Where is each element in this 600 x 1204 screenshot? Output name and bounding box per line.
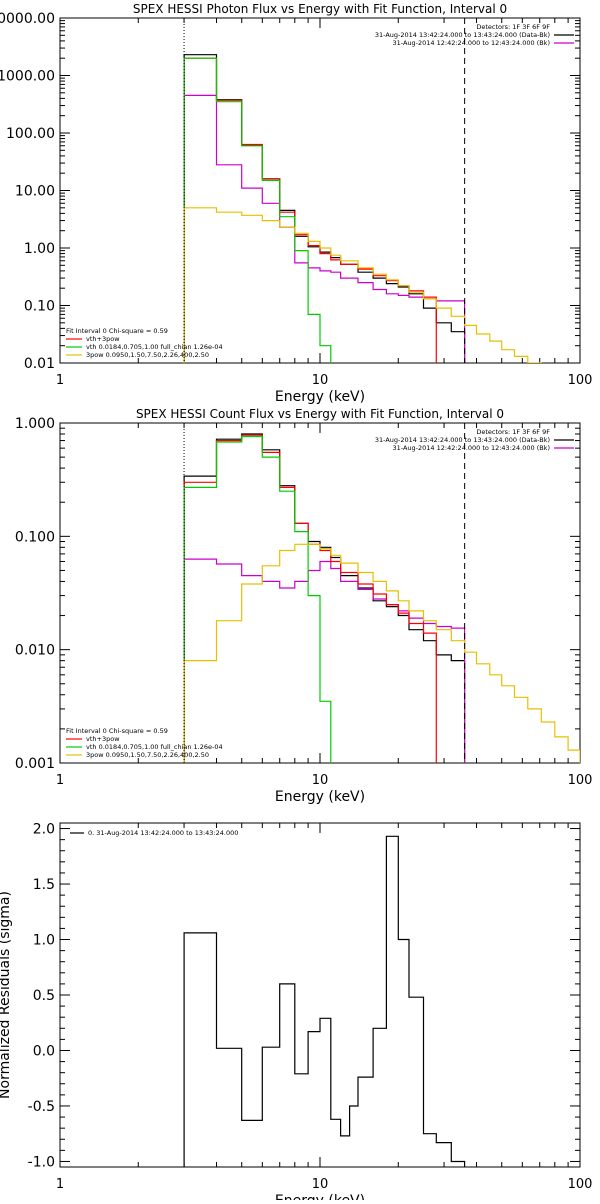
y-tick-label: 0.10 bbox=[24, 299, 55, 315]
x-tick-label: 1 bbox=[56, 373, 64, 388]
x-tick-label: 100 bbox=[568, 373, 593, 388]
y-tick-label: 1.00 bbox=[24, 241, 55, 257]
x-tick-label: 1 bbox=[56, 1177, 64, 1192]
y-axis-label: Normalized Residuals (sigma) bbox=[0, 891, 13, 1099]
y-tick-label: 2.0 bbox=[33, 822, 55, 838]
y-tick-label: 10.00 bbox=[15, 184, 55, 200]
x-tick-label: 10 bbox=[312, 773, 329, 788]
legend-bottom-entry: vth 0.0184,0.705,1.00 full_chian 1.26e-0… bbox=[86, 343, 223, 351]
legend-top-entry: Detectors: 1F 3F 6F 9F bbox=[476, 23, 550, 31]
chart-panel-2: 1 10 100 Energy (keV) 2.0 1.5 1.0 0.5 0.0 -0.5 -1.… bbox=[0, 822, 593, 1204]
x-tick-label: 1 bbox=[56, 773, 64, 788]
axes-frame bbox=[59, 17, 581, 364]
legend-bottom-entry: 3pow 0.0950,1.50,7.50,2.26,400,2.50 bbox=[86, 351, 209, 359]
x-axis-label: Energy (keV) bbox=[275, 1193, 365, 1200]
y-tick-label: -1.0 bbox=[28, 1154, 55, 1170]
legend-top-entry: Detectors: 1F 3F 6F 9F bbox=[476, 428, 550, 436]
series-line-3 bbox=[183, 435, 332, 763]
legend-fit-title: Fit Interval 0 Chi-square = 0.59 bbox=[66, 727, 168, 735]
series-group bbox=[183, 835, 466, 1167]
chart-panel-0: SPEX HESSI Photon Flux vs Energy with Fi… bbox=[0, 2, 592, 405]
series-group bbox=[183, 433, 580, 763]
series-line-4 bbox=[183, 543, 580, 763]
legend-entry: 0. 31-Aug-2014 13:42:24.000 to 13:43:24.… bbox=[88, 829, 238, 837]
y-tick-label: 10000.00 bbox=[0, 11, 55, 27]
legend-bottom-entry: vth+3pow bbox=[86, 335, 120, 343]
chart-panel-1: SPEX HESSI Count Flux vs Energy with Fit… bbox=[15, 407, 593, 805]
series-line-1 bbox=[183, 558, 466, 763]
legend-bottom-entry: vth 0.0184,0.705,1.00 full_chian 1.26e-0… bbox=[86, 743, 223, 751]
y-tick-label: -0.5 bbox=[28, 1099, 55, 1115]
y-tick-label: 0.100 bbox=[15, 529, 55, 545]
x-tick-label: 100 bbox=[568, 773, 593, 788]
series-line-4 bbox=[183, 207, 542, 363]
series-line-2 bbox=[183, 434, 437, 763]
axes-frame bbox=[59, 422, 581, 764]
series-line-0 bbox=[183, 835, 466, 1167]
y-tick-label: 1000.00 bbox=[0, 69, 55, 85]
x-axis-label: Energy (keV) bbox=[275, 789, 365, 805]
chart-title: SPEX HESSI Photon Flux vs Energy with Fi… bbox=[133, 2, 507, 16]
chart-title: SPEX HESSI Count Flux vs Energy with Fit… bbox=[136, 407, 504, 421]
legend-top-entry: 31-Aug-2014 13:42:24.000 to 13:43:24.000… bbox=[375, 31, 550, 39]
y-tick-label: 0.0 bbox=[33, 1043, 55, 1059]
legend-top-entry: 31-Aug-2014 12:42:24.000 to 12:43:24.000… bbox=[393, 444, 550, 452]
legend-bottom-entry: 3pow 0.0950,1.50,7.50,2.26,400,2.50 bbox=[86, 751, 209, 759]
legend-top-entry: 31-Aug-2014 12:42:24.000 to 12:43:24.000… bbox=[393, 39, 550, 47]
y-tick-label: 0.001 bbox=[15, 756, 55, 772]
legend-bottom-entry: vth+3pow bbox=[86, 735, 120, 743]
y-tick-label: 1.5 bbox=[33, 877, 55, 893]
series-line-0 bbox=[183, 433, 466, 763]
y-tick-label: 1.0 bbox=[33, 933, 55, 949]
axes-frame bbox=[59, 822, 581, 1168]
legend-top-entry: 31-Aug-2014 13:42:24.000 to 13:43:24.000… bbox=[375, 436, 550, 444]
series-line-3 bbox=[183, 57, 332, 363]
legend-fit-title: Fit Interval 0 Chi-square = 0.59 bbox=[66, 327, 168, 335]
y-tick-label: 0.5 bbox=[33, 988, 55, 1004]
x-tick-label: 10 bbox=[312, 373, 329, 388]
y-tick-label: 0.01 bbox=[24, 356, 55, 372]
y-tick-label: 0.010 bbox=[15, 643, 55, 659]
y-tick-label: 1.000 bbox=[15, 416, 55, 432]
y-tick-label: 100.00 bbox=[6, 126, 55, 142]
series-group bbox=[183, 54, 542, 363]
x-tick-label: 10 bbox=[312, 1177, 329, 1192]
x-axis-label: Energy (keV) bbox=[275, 389, 365, 405]
x-tick-label: 100 bbox=[568, 1177, 593, 1192]
series-line-1 bbox=[183, 94, 466, 363]
